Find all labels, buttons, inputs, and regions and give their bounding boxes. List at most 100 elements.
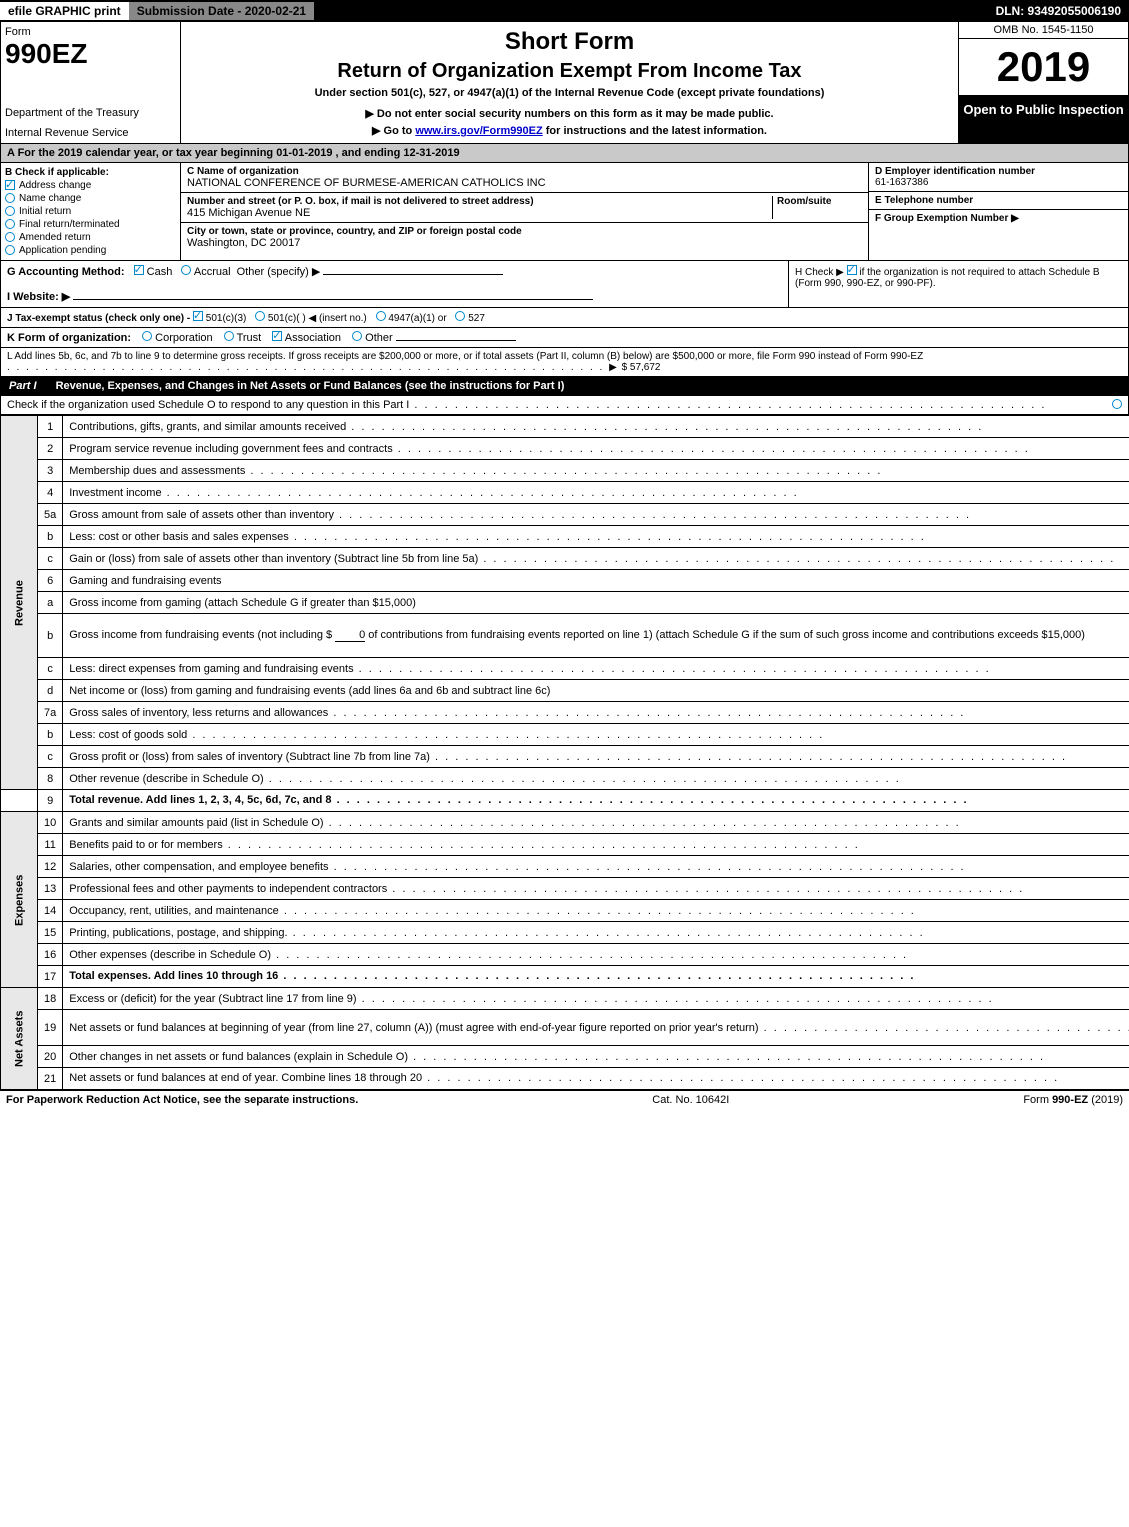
section-k: K Form of organization: Corporation Trus…	[0, 328, 1129, 348]
form-pre: Form	[1023, 1094, 1052, 1106]
line-num: 1	[38, 416, 63, 438]
501c-checkbox[interactable]	[255, 311, 265, 321]
line-text: Net income or (loss) from gaming and fun…	[63, 680, 1129, 702]
table-row: c Less: direct expenses from gaming and …	[1, 658, 1129, 680]
table-row: Net Assets 18 Excess or (deficit) for th…	[1, 988, 1129, 1010]
table-row: Expenses 10 Grants and similar amounts p…	[1, 812, 1129, 834]
line-text: Other expenses (describe in Schedule O)	[63, 944, 1129, 966]
line-num: 2	[38, 438, 63, 460]
address-change-label: Address change	[19, 180, 91, 191]
table-row: c Gross profit or (loss) from sales of i…	[1, 746, 1129, 768]
table-row: 8 Other revenue (describe in Schedule O)…	[1, 768, 1129, 790]
top-bar: efile GRAPHIC print Submission Date - 20…	[0, 0, 1129, 22]
other-org-checkbox[interactable]	[352, 331, 362, 341]
line-text: Professional fees and other payments to …	[63, 878, 1129, 900]
corp-checkbox[interactable]	[142, 331, 152, 341]
line-num: 16	[38, 944, 63, 966]
name-change-checkbox[interactable]	[5, 193, 15, 203]
part1-header: Part I Revenue, Expenses, and Changes in…	[0, 377, 1129, 396]
line-num: 13	[38, 878, 63, 900]
address-change-checkbox[interactable]	[5, 180, 15, 190]
table-row: 3 Membership dues and assessments 3 24,3…	[1, 460, 1129, 482]
line-num: 14	[38, 900, 63, 922]
table-row: 20 Other changes in net assets or fund b…	[1, 1046, 1129, 1068]
form-year: (2019)	[1088, 1094, 1123, 1106]
line-text: Program service revenue including govern…	[63, 438, 1129, 460]
header-center: Short Form Return of Organization Exempt…	[181, 22, 958, 143]
accrual-label: Accrual	[194, 266, 231, 278]
line-num: 6	[38, 570, 63, 592]
527-checkbox[interactable]	[455, 311, 465, 321]
line-text: Printing, publications, postage, and shi…	[63, 922, 1129, 944]
goto-post: for instructions and the latest informat…	[543, 125, 767, 137]
table-row: b Less: cost of goods sold 7b 0	[1, 724, 1129, 746]
table-row: 19 Net assets or fund balances at beginn…	[1, 1010, 1129, 1046]
table-row: 4 Investment income 4 0	[1, 482, 1129, 504]
dln: DLN: 93492055006190	[988, 2, 1129, 20]
line-num: c	[38, 548, 63, 570]
assoc-checkbox[interactable]	[272, 331, 282, 341]
table-row: 16 Other expenses (describe in Schedule …	[1, 944, 1129, 966]
table-row: 5a Gross amount from sale of assets othe…	[1, 504, 1129, 526]
paperwork-notice: For Paperwork Reduction Act Notice, see …	[6, 1094, 358, 1106]
period-row: A For the 2019 calendar year, or tax yea…	[0, 144, 1129, 163]
city-state-zip: Washington, DC 20017	[187, 237, 862, 249]
other-method-input[interactable]	[323, 274, 503, 275]
trust-checkbox[interactable]	[224, 331, 234, 341]
header-left: Form 990EZ Department of the Treasury In…	[1, 22, 181, 143]
line-text: Total revenue. Add lines 1, 2, 3, 4, 5c,…	[63, 790, 1129, 812]
501c3-checkbox[interactable]	[193, 311, 203, 321]
final-return-label: Final return/terminated	[19, 219, 120, 230]
room-suite-label: Room/suite	[772, 196, 862, 219]
org-name: NATIONAL CONFERENCE OF BURMESE-AMERICAN …	[187, 177, 862, 189]
section-b: B Check if applicable: Address change Na…	[1, 163, 181, 260]
line-num: b	[38, 526, 63, 548]
form-footer: Form 990-EZ (2019)	[1023, 1094, 1123, 1106]
goto-link-row: ▶ Go to www.irs.gov/Form990EZ for instru…	[189, 124, 950, 137]
section-l: L Add lines 5b, 6c, and 7b to line 9 to …	[0, 348, 1129, 377]
line-text: Membership dues and assessments	[63, 460, 1129, 482]
cash-checkbox[interactable]	[134, 265, 144, 275]
table-row: 7a Gross sales of inventory, less return…	[1, 702, 1129, 724]
line-num: 10	[38, 812, 63, 834]
trust-label: Trust	[237, 332, 262, 344]
501c-label: 501(c)( )	[268, 313, 306, 324]
schedule-b-checkbox[interactable]	[847, 265, 857, 275]
table-row: 11 Benefits paid to or for members 11 0	[1, 834, 1129, 856]
website-input[interactable]	[73, 299, 593, 300]
final-return-checkbox[interactable]	[5, 219, 15, 229]
line6b-text2: of contributions from fundraising events…	[368, 629, 1085, 641]
initial-return-label: Initial return	[19, 206, 71, 217]
line-text: Salaries, other compensation, and employ…	[63, 856, 1129, 878]
accrual-checkbox[interactable]	[181, 265, 191, 275]
netassets-vert-label: Net Assets	[1, 988, 38, 1090]
table-row: 21 Net assets or fund balances at end of…	[1, 1068, 1129, 1090]
k-label: K Form of organization:	[7, 332, 131, 344]
ssn-notice: ▶ Do not enter social security numbers o…	[189, 107, 950, 120]
line-num: 3	[38, 460, 63, 482]
amended-return-checkbox[interactable]	[5, 232, 15, 242]
l-text: L Add lines 5b, 6c, and 7b to line 9 to …	[7, 351, 923, 362]
schedule-o-checkbox[interactable]	[1112, 399, 1122, 409]
line-text: Gain or (loss) from sale of assets other…	[63, 548, 1129, 570]
other-org-input[interactable]	[396, 340, 516, 341]
other-org-label: Other	[365, 332, 393, 344]
irs-link[interactable]: www.irs.gov/Form990EZ	[415, 125, 542, 137]
table-row: 14 Occupancy, rent, utilities, and maint…	[1, 900, 1129, 922]
form-header: Form 990EZ Department of the Treasury In…	[0, 22, 1129, 144]
line-text: Other revenue (describe in Schedule O)	[63, 768, 1129, 790]
line-num: 9	[38, 790, 63, 812]
l-amount: $ 57,672	[622, 362, 661, 373]
4947a1-checkbox[interactable]	[376, 311, 386, 321]
efile-print[interactable]: efile GRAPHIC print	[0, 2, 129, 20]
revenue-vert-label: Revenue	[1, 416, 38, 790]
submission-date: Submission Date - 2020-02-21	[129, 2, 314, 20]
line-text: Other changes in net assets or fund bala…	[63, 1046, 1129, 1068]
line-num: 18	[38, 988, 63, 1010]
assoc-label: Association	[285, 332, 341, 344]
initial-return-checkbox[interactable]	[5, 206, 15, 216]
line-num: b	[38, 614, 63, 658]
app-pending-checkbox[interactable]	[5, 245, 15, 255]
page-footer: For Paperwork Reduction Act Notice, see …	[0, 1090, 1129, 1109]
line-text: Net assets or fund balances at beginning…	[63, 1010, 1129, 1046]
